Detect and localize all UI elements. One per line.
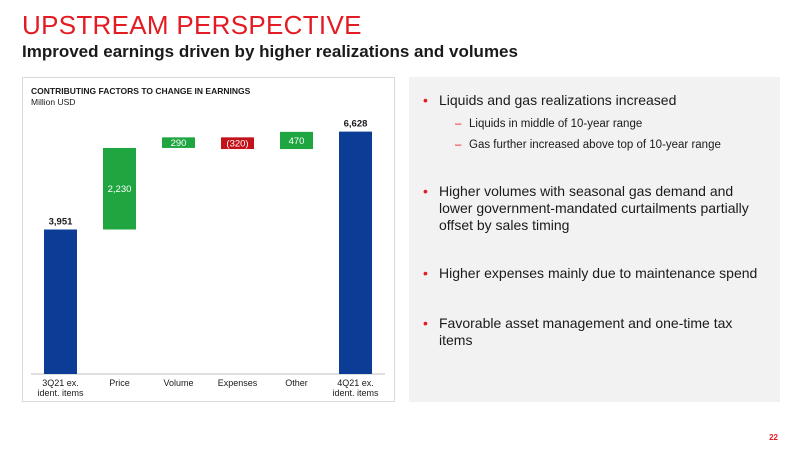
bar-0 — [44, 229, 77, 374]
bar-1 — [103, 147, 136, 230]
bullet-item: • Higher volumes with seasonal gas deman… — [423, 183, 766, 234]
sub-bullet-item: – Gas further increased above top of 10-… — [455, 138, 766, 152]
category-label-0: ident. items — [37, 388, 84, 398]
data-label-2: 290 — [171, 138, 187, 149]
bullet-text: Higher expenses mainly due to maintenanc… — [439, 265, 758, 281]
data-label-4: 470 — [289, 136, 305, 147]
chart-panel: 3,951 3Q21 ex. ident. items 2,230 Price 290 Vo… — [22, 77, 395, 402]
chart-subtitle: Million USD — [31, 97, 76, 107]
page-subtitle: Improved earnings driven by higher reali… — [22, 42, 518, 61]
bullet-item: • Higher expenses mainly due to maintena… — [423, 265, 766, 282]
bullet-text: Higher volumes with seasonal gas demand … — [439, 183, 749, 233]
data-label-1: 2,230 — [108, 184, 132, 195]
bullet-marker: • — [423, 265, 428, 281]
sub-bullet-marker: – — [455, 118, 462, 130]
category-label-5: 4Q21 ex. — [337, 378, 374, 388]
page-title: UPSTREAM PERSPECTIVE — [22, 10, 362, 40]
category-label-5: ident. items — [332, 388, 379, 398]
chart-title: CONTRIBUTING FACTORS TO CHANGE IN EARNIN… — [31, 86, 251, 96]
bullet-item: • Liquids and gas realizations increased — [423, 92, 766, 109]
category-label-2: Volume — [163, 378, 193, 388]
bullet-marker: • — [423, 315, 428, 331]
category-label-3: Expenses — [218, 378, 258, 388]
page-number: 22 — [769, 433, 778, 442]
data-label-0: 3,951 — [49, 217, 73, 228]
bullet-marker: • — [423, 183, 428, 199]
bullets-panel: • Liquids and gas realizations increased… — [409, 77, 780, 402]
bullet-text: Favorable asset management and one-time … — [439, 315, 733, 348]
bullet-text: Liquids and gas realizations increased — [439, 92, 677, 108]
bar-2 — [162, 137, 195, 148]
sub-bullet-item: – Liquids in middle of 10-year range — [455, 117, 766, 131]
bar-3 — [221, 137, 254, 150]
data-label-5: 6,628 — [344, 119, 368, 130]
bar-5 — [339, 131, 372, 374]
category-label-4: Other — [285, 378, 308, 388]
data-label-3: (320) — [226, 139, 248, 150]
sub-bullet-marker: – — [455, 139, 462, 151]
bullet-marker: • — [423, 92, 428, 108]
category-label-1: Price — [109, 378, 130, 388]
sub-bullet-text: Liquids in middle of 10-year range — [469, 118, 643, 130]
bar-4 — [280, 131, 313, 150]
bullet-item: • Favorable asset management and one-tim… — [423, 315, 766, 349]
category-label-0: 3Q21 ex. — [42, 378, 79, 388]
sub-bullet-text: Gas further increased above top of 10-ye… — [469, 139, 721, 151]
